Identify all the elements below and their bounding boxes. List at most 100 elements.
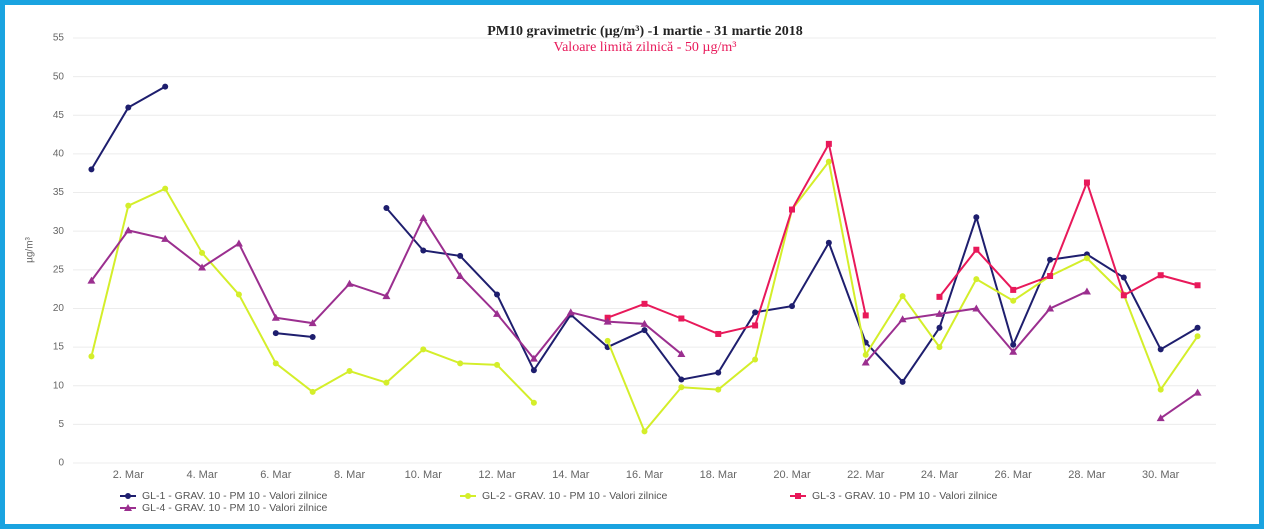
x-tick-label: 10. Mar [405, 469, 443, 481]
data-point [936, 293, 943, 300]
data-point [678, 384, 685, 391]
data-point [862, 312, 869, 319]
x-tick-label: 4. Mar [186, 469, 218, 481]
data-point [234, 239, 243, 247]
x-tick-label: 24. Mar [921, 469, 959, 481]
data-point [898, 315, 907, 323]
data-point [346, 368, 353, 375]
data-point [309, 334, 316, 341]
data-point [1156, 414, 1165, 422]
y-tick-label: 10 [53, 380, 65, 391]
x-tick-label: 20. Mar [773, 469, 811, 481]
data-point [1157, 386, 1164, 393]
y-tick-label: 15 [53, 342, 65, 353]
data-point [162, 185, 169, 192]
x-tick-label: 12. Mar [478, 469, 516, 481]
x-tick-label: 16. Mar [626, 469, 664, 481]
y-tick-label: 20 [53, 303, 65, 314]
data-point [825, 239, 832, 246]
y-tick-label: 45 [53, 110, 65, 121]
chart-subtitle: Valoare limită zilnică - 50 µg/m³ [554, 40, 737, 55]
data-point [899, 293, 906, 300]
data-point [825, 158, 832, 165]
data-point [125, 104, 132, 111]
data-point [788, 206, 795, 213]
data-point [973, 214, 980, 221]
data-point [825, 140, 832, 147]
legend-marker [795, 493, 801, 499]
data-point [862, 351, 869, 358]
data-point [1083, 179, 1090, 186]
data-point [420, 346, 427, 353]
data-point [345, 279, 354, 287]
data-point [752, 309, 759, 316]
legend-marker [124, 504, 132, 511]
data-point [973, 276, 980, 283]
y-tick-label: 0 [58, 458, 64, 469]
data-point [493, 309, 502, 317]
data-point [899, 378, 906, 385]
legend-marker [465, 493, 471, 499]
data-point [383, 379, 390, 386]
data-point [677, 350, 686, 358]
data-point [752, 322, 759, 329]
y-tick-label: 50 [53, 71, 65, 82]
data-point [198, 263, 207, 271]
data-point [419, 214, 428, 222]
x-tick-label: 22. Mar [847, 469, 885, 481]
y-tick-label: 55 [53, 33, 65, 44]
data-point [199, 249, 206, 256]
data-point [1047, 273, 1054, 279]
x-tick-label: 6. Mar [260, 469, 292, 481]
data-point [271, 313, 280, 321]
data-point [1194, 333, 1201, 340]
data-point [1009, 347, 1018, 355]
data-point [88, 166, 95, 173]
data-point [715, 386, 722, 393]
y-tick-label: 40 [53, 149, 65, 160]
data-point [972, 304, 981, 312]
x-tick-label: 2. Mar [113, 469, 145, 481]
data-point [678, 376, 685, 383]
data-point [936, 344, 943, 351]
data-point [530, 367, 537, 374]
y-tick-label: 5 [58, 419, 64, 430]
data-point [1193, 388, 1202, 396]
data-point [309, 388, 316, 395]
data-point [603, 317, 612, 325]
data-point [1157, 272, 1164, 279]
data-point [383, 205, 390, 211]
y-tick-label: 30 [53, 226, 65, 237]
data-point [678, 315, 685, 322]
data-point [272, 360, 279, 367]
y-tick-label: 35 [53, 187, 65, 198]
data-point [457, 252, 464, 259]
data-point [162, 83, 169, 90]
data-point [861, 358, 870, 366]
data-point [640, 319, 649, 327]
chart-title: PM10 gravimetric (µg/m³) -1 martie - 31 … [487, 24, 802, 39]
data-point [641, 327, 648, 334]
data-point [715, 330, 722, 337]
x-tick-label: 26. Mar [995, 469, 1033, 481]
series-line [607, 141, 867, 336]
data-point [604, 337, 611, 344]
legend-marker [125, 493, 131, 499]
data-point [1010, 286, 1017, 293]
data-point [530, 399, 537, 406]
series-line [1160, 391, 1199, 420]
series-line [938, 179, 1198, 298]
data-point [235, 291, 242, 298]
data-point [1046, 304, 1055, 312]
data-point [973, 246, 980, 253]
data-point [161, 234, 170, 242]
data-point [457, 360, 464, 367]
data-point [87, 276, 96, 284]
data-point [1010, 341, 1017, 348]
data-point [272, 330, 279, 337]
data-point [494, 361, 501, 368]
data-point [752, 356, 759, 363]
x-tick-label: 28. Mar [1068, 469, 1106, 481]
legend-label: GL-1 - GRAV. 10 - PM 10 - Valori zilnice [142, 490, 328, 502]
